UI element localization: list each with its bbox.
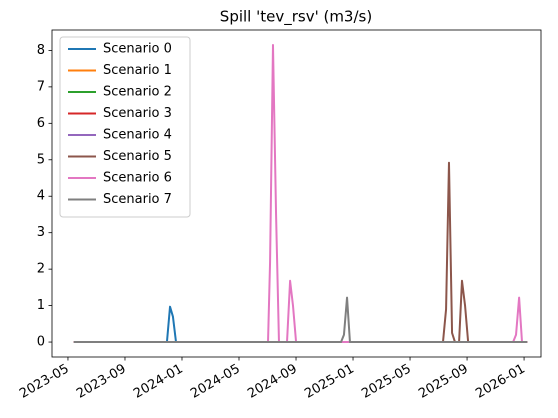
y-tick-label: 1 — [37, 298, 45, 313]
x-tick-label: 2025-05 — [359, 362, 414, 402]
y-tick-label: 8 — [37, 43, 45, 58]
x-tick-label: 2024-09 — [245, 362, 300, 402]
x-tick-label: 2023-05 — [17, 362, 72, 402]
y-tick-label: 6 — [37, 116, 45, 131]
legend-label: Scenario 2 — [103, 85, 172, 100]
x-tick-label: 2024-01 — [131, 362, 186, 402]
y-tick-label: 4 — [37, 189, 45, 204]
legend: Scenario 0 Scenario 1 Scenario 2 Scenario 3… — [59, 36, 191, 218]
legend-label: Scenario 6 — [103, 171, 172, 186]
axes-frame — [51, 29, 542, 358]
legend-box — [59, 36, 191, 218]
x-tick-label: 2024-05 — [188, 362, 243, 402]
legend-label: Scenario 7 — [103, 192, 172, 207]
legend-label: Scenario 1 — [103, 63, 172, 78]
legend-label: Scenario 4 — [103, 128, 172, 143]
legend-label: Scenario 3 — [103, 106, 172, 121]
y-tick-label: 7 — [37, 79, 45, 94]
y-tick-label: 2 — [37, 262, 45, 277]
legend-label: Scenario 0 — [103, 42, 172, 57]
y-tick-label: 5 — [37, 152, 45, 167]
x-tick-label: 2026-01 — [473, 362, 528, 402]
legend-label: Scenario 5 — [103, 149, 172, 164]
chart-title: Spill 'tev_rsv' (m3/s) — [220, 8, 372, 27]
x-tick-label: 2025-09 — [416, 362, 471, 402]
y-tick-label: 0 — [37, 335, 45, 350]
series-line — [73, 296, 528, 344]
y-tick-label: 3 — [37, 225, 45, 240]
x-tick-label: 2023-09 — [74, 362, 129, 402]
x-tick-label: 2025-01 — [302, 362, 357, 402]
